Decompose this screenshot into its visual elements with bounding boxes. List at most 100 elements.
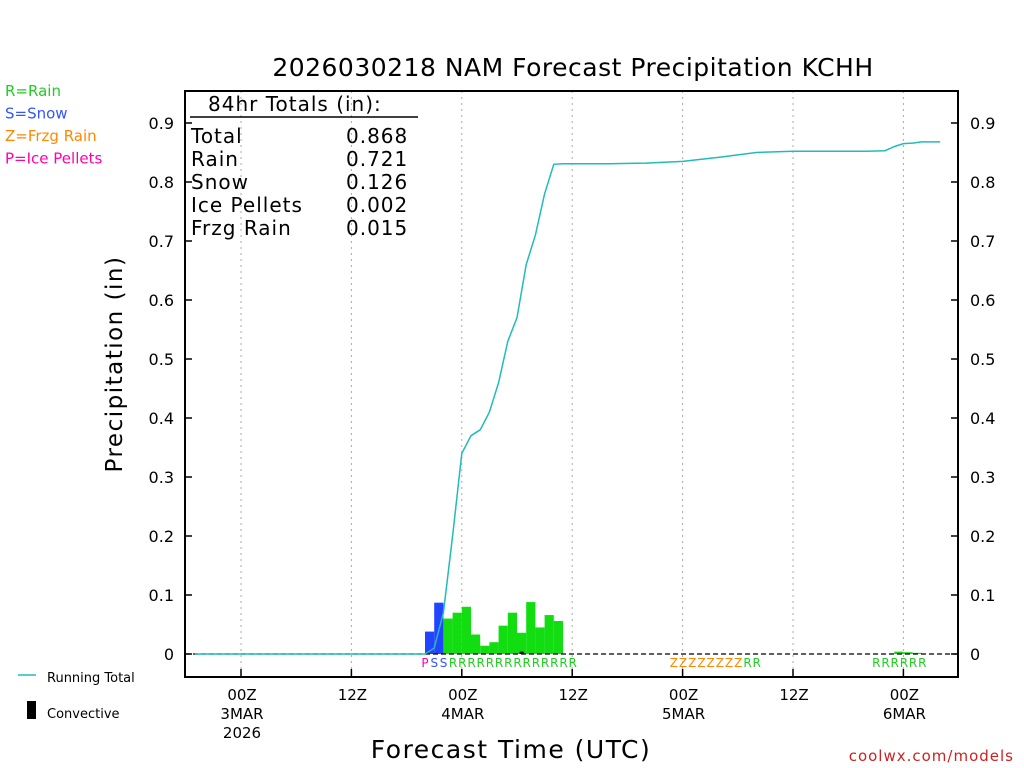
totals-label: Snow bbox=[191, 170, 249, 194]
precip-bar bbox=[498, 625, 508, 654]
y-tick-label: 0.8 bbox=[149, 173, 174, 192]
y-tick-label-right: 0.1 bbox=[970, 586, 995, 605]
precip-type-letter: R bbox=[495, 656, 503, 670]
y-tick-label: 0.9 bbox=[149, 114, 174, 133]
precip-bar bbox=[480, 645, 490, 654]
precip-type-letter: R bbox=[900, 656, 908, 670]
precip-bar bbox=[903, 652, 913, 654]
y-tick-label-right: 0.2 bbox=[970, 527, 995, 546]
precip-type-letter: Z bbox=[679, 656, 687, 670]
chart-title: 2026030218 NAM Forecast Precipitation KC… bbox=[272, 53, 873, 82]
y-tick-label-right: 0.3 bbox=[970, 468, 995, 487]
plot-frame bbox=[184, 90, 959, 678]
precip-type-letter: Z bbox=[716, 656, 724, 670]
type-legend-item: R=Rain bbox=[5, 82, 61, 100]
precip-type-letter: S bbox=[440, 656, 448, 670]
precip-bar bbox=[535, 627, 545, 654]
precip-type-letter: R bbox=[513, 656, 521, 670]
precip-type-letter: Z bbox=[725, 656, 733, 670]
y-tick-label: 0.7 bbox=[149, 232, 174, 251]
precip-bar bbox=[507, 612, 517, 654]
y-axis-right: 0 0.1 0.2 0.3 0.4 0.5 0.6 0.7 0.8 0.9 bbox=[951, 114, 995, 664]
y-tick-label: 0.4 bbox=[149, 409, 174, 428]
x-tick-label: 6MAR bbox=[883, 705, 926, 723]
precip-type-letter: R bbox=[891, 656, 899, 670]
precip-bar bbox=[544, 615, 554, 654]
y-axis-left: 0 0.1 0.2 0.3 0.4 0.5 0.6 0.7 0.8 0.9 bbox=[149, 114, 192, 664]
totals-label: Rain bbox=[191, 147, 239, 171]
precip-type-letter: S bbox=[431, 656, 439, 670]
series-legend-label: Running Total bbox=[47, 671, 135, 686]
y-tick-label: 0.5 bbox=[149, 350, 174, 369]
precip-bar bbox=[553, 620, 563, 654]
x-tick-label: 00Z bbox=[890, 686, 919, 704]
totals-label: Total bbox=[190, 124, 243, 148]
precip-type-letter: P bbox=[421, 656, 428, 670]
precip-type-letter: Z bbox=[697, 656, 705, 670]
precip-type-letter: R bbox=[467, 656, 475, 670]
running-total-line bbox=[195, 141, 941, 655]
y-tick-label: 0.6 bbox=[149, 291, 174, 310]
y-tick-label-right: 0 bbox=[970, 645, 980, 664]
precip-type-letter: Z bbox=[670, 656, 678, 670]
x-tick-label: 00Z bbox=[227, 686, 256, 704]
precip-type-letter: R bbox=[753, 656, 761, 670]
precip-type-letter: R bbox=[504, 656, 512, 670]
type-legend-item: P=Ice Pellets bbox=[5, 150, 102, 168]
precip-type-letter: Z bbox=[688, 656, 696, 670]
x-tick-label: 00Z bbox=[448, 686, 477, 704]
precip-type-letter: R bbox=[449, 656, 457, 670]
y-tick-label-right: 0.9 bbox=[970, 114, 995, 133]
precip-type-letter: R bbox=[541, 656, 549, 670]
totals-label: Ice Pellets bbox=[191, 193, 303, 217]
y-tick-label: 0.3 bbox=[149, 468, 174, 487]
precip-bar bbox=[517, 632, 527, 654]
convective-bars bbox=[519, 651, 524, 654]
precip-bar bbox=[425, 631, 435, 654]
precip-type-letter: R bbox=[523, 656, 531, 670]
precip-bar bbox=[452, 612, 462, 654]
totals-value: 0.126 bbox=[346, 170, 408, 194]
precip-type-letter: Z bbox=[734, 656, 742, 670]
credit-text: coolwx.com/models bbox=[849, 747, 1014, 765]
precip-bars bbox=[425, 602, 922, 654]
y-tick-label: 0 bbox=[164, 645, 174, 664]
precip-type-letter: R bbox=[918, 656, 926, 670]
x-tick-label: 3MAR bbox=[220, 705, 263, 723]
precip-type-letter: R bbox=[909, 656, 917, 670]
type-legend-item: S=Snow bbox=[5, 105, 68, 123]
x-tick-label: 00Z bbox=[669, 686, 698, 704]
totals-header: 84hr Totals (in): bbox=[208, 92, 382, 116]
totals-value: 0.721 bbox=[346, 147, 408, 171]
y-tick-label-right: 0.4 bbox=[970, 409, 995, 428]
gridlines bbox=[240, 91, 904, 677]
precip-type-letter: Z bbox=[707, 656, 715, 670]
precip-type-letter: R bbox=[532, 656, 540, 670]
totals-box: 84hr Totals (in): Total 0.868 Rain 0.721 Sno… bbox=[190, 92, 418, 240]
precip-type-letter: R bbox=[458, 656, 466, 670]
convective-bar bbox=[519, 651, 524, 654]
precip-bar bbox=[443, 618, 453, 654]
x-tick-label: 12Z bbox=[779, 686, 808, 704]
precip-bar bbox=[526, 602, 536, 654]
precip-type-letter: R bbox=[486, 656, 494, 670]
series-legend-label: Convective bbox=[47, 707, 120, 722]
y-tick-label-right: 0.7 bbox=[970, 232, 995, 251]
x-tick-label: 12Z bbox=[559, 686, 588, 704]
precip-bar bbox=[489, 642, 499, 654]
legend-bar-swatch bbox=[27, 701, 36, 719]
y-tick-label: 0.1 bbox=[149, 586, 174, 605]
precip-type-letter: R bbox=[872, 656, 880, 670]
x-tick-label: 4MAR bbox=[441, 705, 484, 723]
totals-label: Frzg Rain bbox=[191, 216, 292, 240]
precip-bar bbox=[461, 606, 471, 654]
y-tick-label-right: 0.6 bbox=[970, 291, 995, 310]
precip-bar bbox=[471, 634, 481, 654]
precip-type-letter: R bbox=[550, 656, 558, 670]
totals-value: 0.002 bbox=[346, 193, 408, 217]
y-tick-label-right: 0.5 bbox=[970, 350, 995, 369]
precip-type-letter: R bbox=[477, 656, 485, 670]
type-legend-item: Z=Frzg Rain bbox=[5, 127, 97, 145]
